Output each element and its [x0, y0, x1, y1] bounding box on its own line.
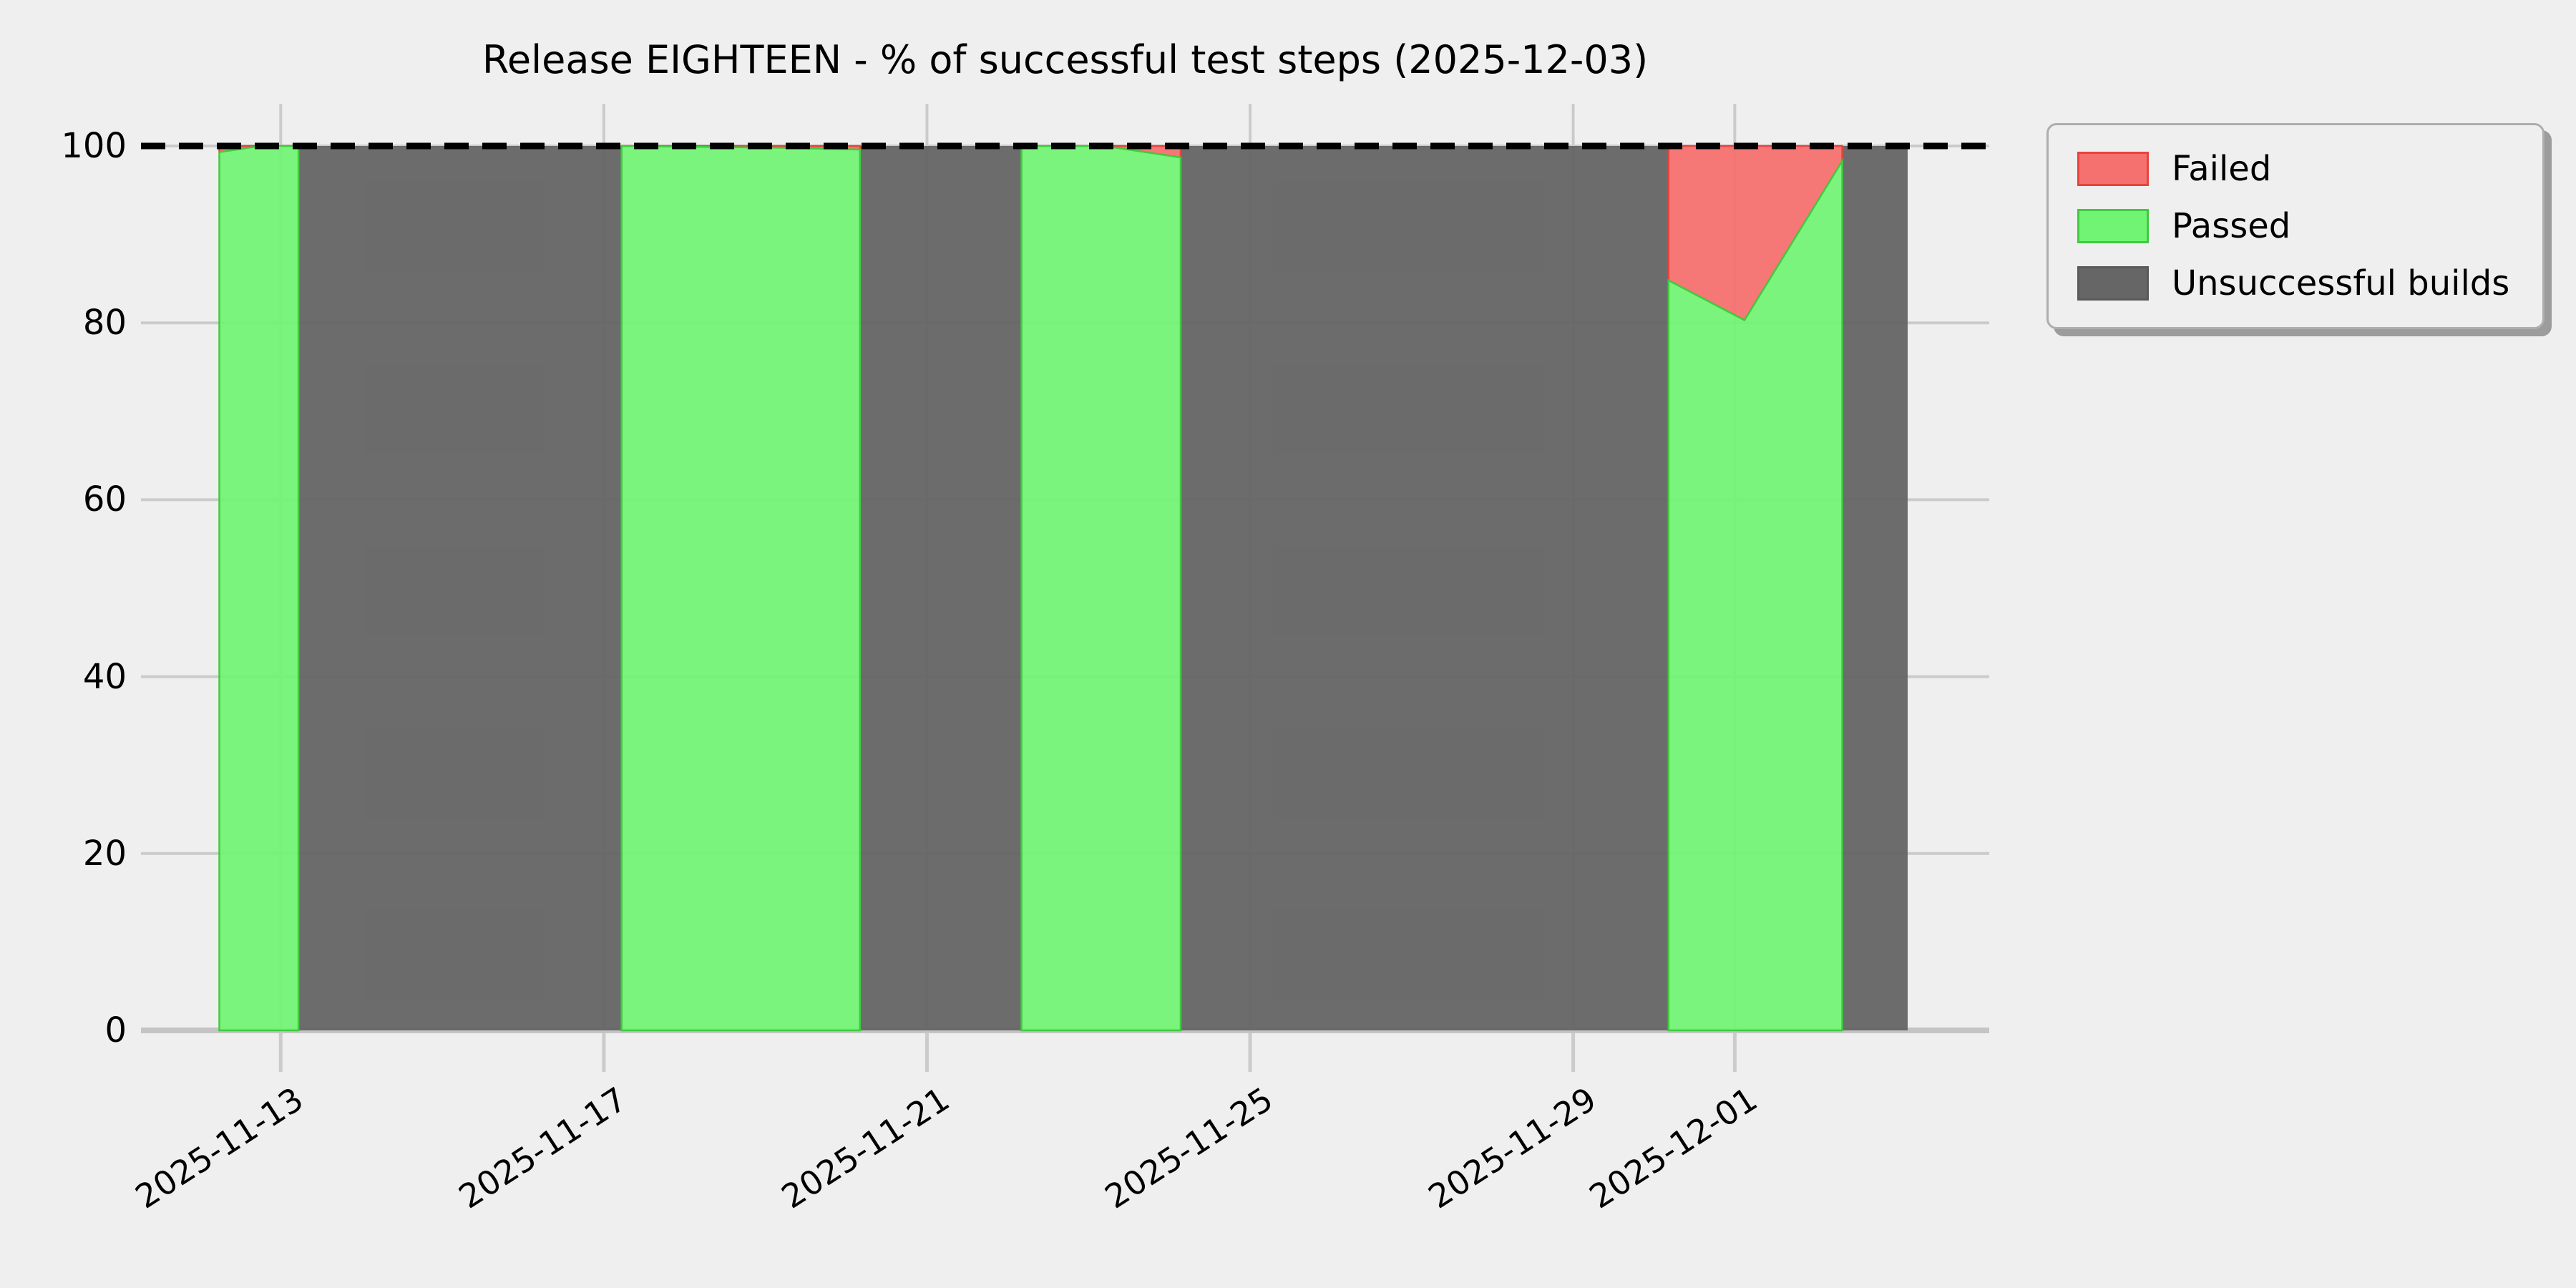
passed-area	[1667, 157, 1843, 1032]
y-tick-label-0: 0	[104, 1010, 127, 1050]
unsuccessful-swatch	[2077, 266, 2149, 301]
legend-label-passed: Passed	[2172, 206, 2291, 246]
legend-item-passed: Passed	[2077, 206, 2542, 246]
legend-label-failed: Failed	[2172, 149, 2272, 189]
unsuccessful-builds-area	[1180, 146, 1669, 1030]
passed-area	[218, 145, 300, 1032]
y-tick-label-20: 20	[82, 833, 127, 874]
chart-title: Release EIGHTEEN - % of successful test …	[482, 37, 1649, 82]
unsuccessful-builds-area	[859, 146, 1022, 1030]
unsuccessful-builds-area	[1842, 146, 1908, 1030]
legend: Failed Passed Unsuccessful builds	[2046, 123, 2545, 329]
y-tick-label-100: 100	[61, 126, 127, 166]
legend-label-unsuccessful: Unsuccessful builds	[2172, 263, 2510, 303]
y-tick-label-60: 60	[82, 479, 127, 520]
legend-item-unsuccessful: Unsuccessful builds	[2077, 263, 2542, 303]
failed-swatch	[2077, 152, 2149, 186]
passed-area	[620, 145, 862, 1032]
y-tick-label-40: 40	[82, 656, 127, 697]
y-tick-label-80: 80	[82, 303, 127, 343]
unsuccessful-builds-area	[298, 146, 622, 1030]
legend-item-failed: Failed	[2077, 149, 2542, 189]
passed-swatch	[2077, 209, 2149, 243]
passed-area	[1020, 145, 1182, 1032]
